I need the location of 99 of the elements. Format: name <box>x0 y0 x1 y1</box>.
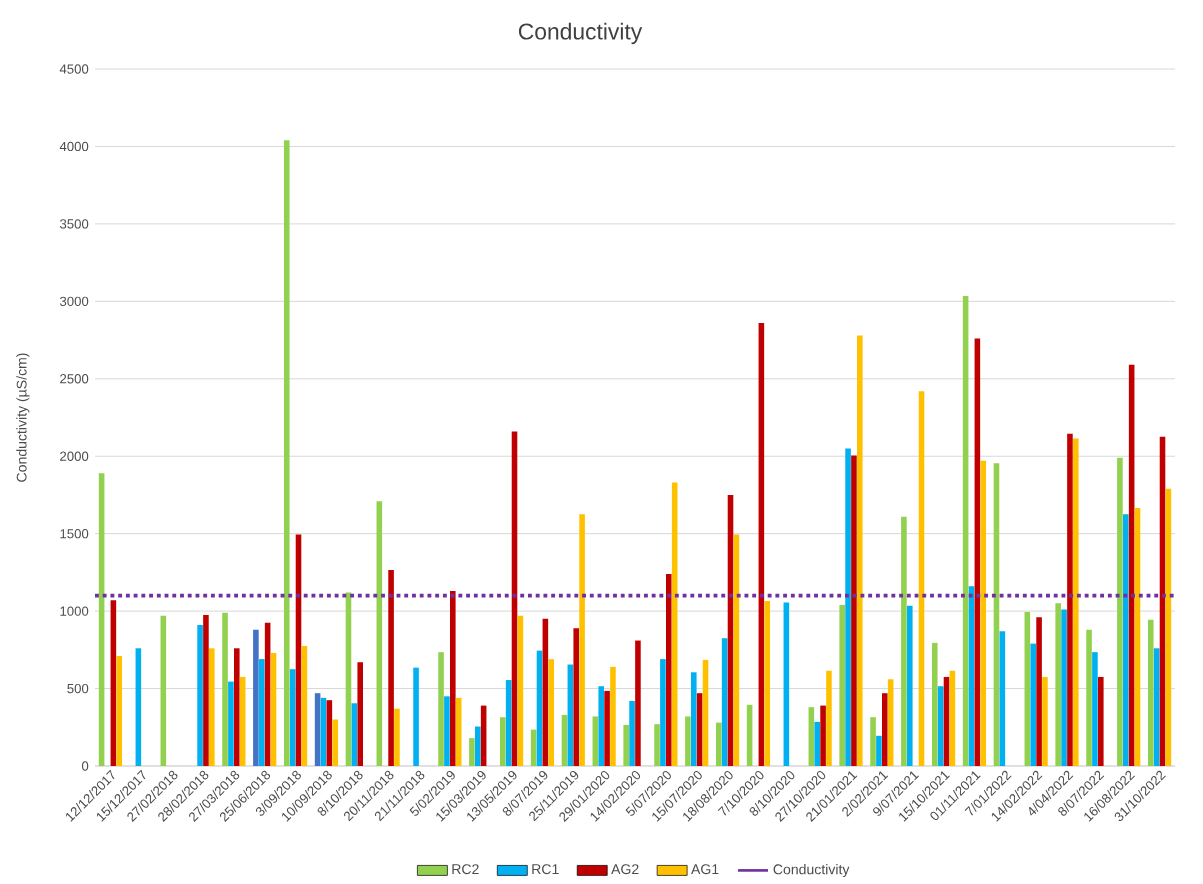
bar <box>548 659 555 767</box>
bar <box>1117 457 1123 767</box>
bar <box>573 628 580 767</box>
bar <box>980 460 987 767</box>
y-axis-title: Conductivity (µS/cm) <box>16 353 30 482</box>
bar <box>209 648 215 767</box>
bar <box>660 659 666 767</box>
bar <box>444 696 450 767</box>
bar <box>289 669 296 767</box>
y-tick-label: 1500 <box>60 529 89 539</box>
bar <box>876 735 882 767</box>
bar <box>820 705 826 767</box>
bar <box>764 601 771 767</box>
y-tick-label: 500 <box>67 683 89 694</box>
bar <box>715 722 722 767</box>
bar <box>999 631 1006 767</box>
bar <box>1024 611 1031 767</box>
bar <box>314 693 321 767</box>
bar <box>1036 617 1042 767</box>
bar <box>1055 603 1061 767</box>
bar <box>887 679 894 767</box>
bar <box>413 667 419 767</box>
bar <box>234 648 240 767</box>
bar <box>666 574 672 767</box>
bar <box>253 629 259 767</box>
bar <box>258 659 265 767</box>
legend-label: RC1 <box>532 864 559 875</box>
bar <box>604 690 610 767</box>
y-tick-label: 2500 <box>60 374 89 384</box>
bar <box>845 448 851 767</box>
bar <box>901 516 907 767</box>
bar <box>906 605 913 767</box>
bar <box>1147 619 1154 767</box>
bar <box>203 615 209 767</box>
bar <box>505 680 512 767</box>
bar <box>394 708 400 767</box>
y-tick-label: 4500 <box>59 64 89 74</box>
bar <box>326 700 333 767</box>
bar <box>1092 652 1098 767</box>
bar <box>937 686 944 767</box>
y-tick-label: 0 <box>81 761 89 771</box>
bar <box>438 652 444 767</box>
bar <box>135 648 142 767</box>
bar <box>301 646 308 767</box>
bar <box>851 455 857 767</box>
bar <box>702 659 709 767</box>
bar <box>814 721 820 767</box>
y-tick-label: 3000 <box>59 296 89 307</box>
bar <box>499 717 506 767</box>
bar <box>332 719 339 767</box>
y-tick-label: 3500 <box>59 219 89 229</box>
bar <box>1030 643 1036 767</box>
bar <box>598 686 604 767</box>
legend-label: Conductivity <box>773 864 850 878</box>
bar <box>931 642 938 767</box>
bar <box>696 693 703 767</box>
bar <box>283 140 290 767</box>
y-tick-label: 4000 <box>59 141 89 152</box>
bar <box>469 738 475 767</box>
bar <box>1086 629 1092 767</box>
bar <box>635 640 641 767</box>
bar <box>685 716 691 767</box>
bar <box>721 638 728 767</box>
bar <box>610 666 616 767</box>
bar <box>629 701 635 767</box>
bar <box>1153 648 1160 767</box>
legend-label: AG1 <box>691 864 719 875</box>
bar <box>222 612 228 767</box>
bar <box>857 335 863 767</box>
bar <box>388 570 394 767</box>
bar <box>882 693 888 767</box>
bar <box>1042 677 1048 767</box>
bar <box>351 703 358 767</box>
bar <box>450 591 456 767</box>
bar <box>357 662 364 767</box>
bar <box>579 514 585 767</box>
bar <box>654 724 660 767</box>
bar <box>826 670 832 767</box>
bar <box>592 716 599 767</box>
bar <box>110 600 117 767</box>
legend-label: RC2 <box>452 864 479 875</box>
bar <box>1073 438 1079 767</box>
bar <box>1067 433 1073 767</box>
bar <box>690 672 697 767</box>
bar <box>1061 609 1067 767</box>
chart-title: Conductivity <box>518 22 643 45</box>
y-tick-label: 1000 <box>60 606 89 616</box>
bar <box>228 681 234 767</box>
bar <box>197 625 203 767</box>
bar <box>808 707 815 767</box>
bar <box>1098 677 1104 767</box>
bar <box>474 726 481 767</box>
bar <box>870 717 876 767</box>
bar <box>623 725 629 767</box>
bar <box>1122 514 1129 767</box>
bar <box>116 656 123 767</box>
bar <box>839 605 845 767</box>
y-tick-label: 2000 <box>60 451 89 461</box>
legend-label: AG2 <box>611 864 639 875</box>
